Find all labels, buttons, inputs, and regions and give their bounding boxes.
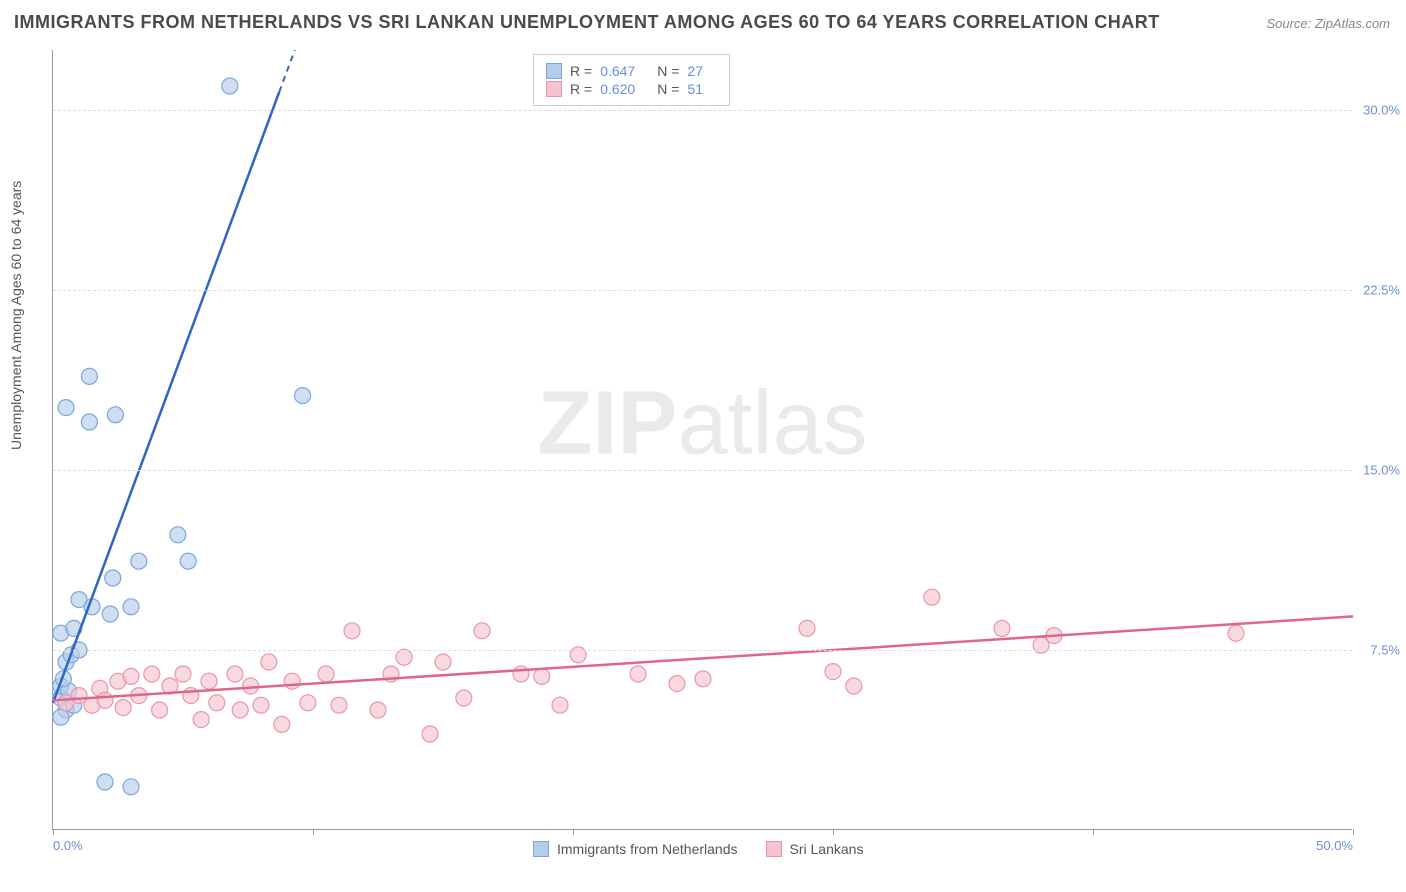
ytick-label: 30.0% [1363,103,1400,118]
gridline-h [53,650,1352,651]
r-value-0: 0.647 [600,63,635,79]
series-legend: Immigrants from Netherlands Sri Lankans [533,841,863,857]
source-attribution: Source: ZipAtlas.com [1266,16,1390,31]
scatter-point [274,716,290,732]
scatter-point [71,592,87,608]
xtick [573,829,574,835]
scatter-point [846,678,862,694]
scatter-point [284,673,300,689]
scatter-point [474,623,490,639]
scatter-point [115,700,131,716]
n-label-1: N = [657,81,679,97]
trend-line-dashed [279,50,295,92]
scatter-point [1228,625,1244,641]
legend-item-0: Immigrants from Netherlands [533,841,738,857]
legend-swatch-1 [546,81,562,97]
chart-svg [53,50,1352,829]
scatter-point [253,697,269,713]
scatter-point [370,702,386,718]
gridline-h [53,110,1352,111]
scatter-point [534,668,550,684]
trend-line [53,92,279,703]
r-label-0: R = [570,63,592,79]
scatter-point [152,702,168,718]
scatter-point [669,676,685,692]
scatter-point [105,570,121,586]
scatter-point [97,774,113,790]
scatter-point [243,678,259,694]
xtick [1353,829,1354,835]
ytick-label: 15.0% [1363,463,1400,478]
legend-bottom-swatch-1 [766,841,782,857]
scatter-point [107,407,123,423]
correlation-legend: R = 0.647 N = 27 R = 0.620 N = 51 [533,54,730,106]
scatter-point [799,620,815,636]
scatter-point [300,695,316,711]
trend-line [53,616,1353,700]
scatter-point [53,709,69,725]
scatter-point [295,388,311,404]
legend-item-1: Sri Lankans [766,841,864,857]
plot-area: ZIPatlas R = 0.647 N = 27 R = 0.620 N = … [52,50,1352,830]
scatter-point [994,620,1010,636]
scatter-point [513,666,529,682]
n-value-0: 27 [687,63,703,79]
ytick-label: 7.5% [1370,643,1400,658]
gridline-h [53,290,1352,291]
n-label-0: N = [657,63,679,79]
gridline-h [53,470,1352,471]
legend-row-series-1: R = 0.620 N = 51 [546,81,717,97]
scatter-point [97,692,113,708]
xtick-label: 0.0% [53,838,83,853]
legend-bottom-label-0: Immigrants from Netherlands [557,841,738,857]
scatter-point [435,654,451,670]
scatter-point [58,400,74,416]
scatter-point [318,666,334,682]
scatter-point [695,671,711,687]
legend-bottom-swatch-0 [533,841,549,857]
scatter-point [422,726,438,742]
scatter-point [175,666,191,682]
scatter-point [170,527,186,543]
scatter-point [331,697,347,713]
scatter-point [924,589,940,605]
xtick [53,829,54,835]
scatter-point [123,599,139,615]
scatter-point [123,668,139,684]
scatter-point [261,654,277,670]
scatter-point [552,697,568,713]
y-axis-label: Unemployment Among Ages 60 to 64 years [8,181,24,450]
r-label-1: R = [570,81,592,97]
r-value-1: 0.620 [600,81,635,97]
scatter-point [456,690,472,706]
scatter-point [131,553,147,569]
scatter-point [81,368,97,384]
scatter-point [180,553,196,569]
scatter-point [81,414,97,430]
scatter-point [144,666,160,682]
ytick-label: 22.5% [1363,283,1400,298]
scatter-point [123,779,139,795]
chart-title: IMMIGRANTS FROM NETHERLANDS VS SRI LANKA… [14,12,1160,33]
scatter-point [209,695,225,711]
scatter-point [344,623,360,639]
xtick-label: 50.0% [1316,838,1353,853]
scatter-point [227,666,243,682]
legend-row-series-0: R = 0.647 N = 27 [546,63,717,79]
legend-bottom-label-1: Sri Lankans [790,841,864,857]
scatter-point [201,673,217,689]
n-value-1: 51 [687,81,703,97]
scatter-point [630,666,646,682]
scatter-point [232,702,248,718]
legend-swatch-0 [546,63,562,79]
scatter-point [102,606,118,622]
scatter-point [825,664,841,680]
scatter-point [396,649,412,665]
xtick [313,829,314,835]
scatter-point [222,78,238,94]
xtick [1093,829,1094,835]
xtick [833,829,834,835]
scatter-point [193,712,209,728]
